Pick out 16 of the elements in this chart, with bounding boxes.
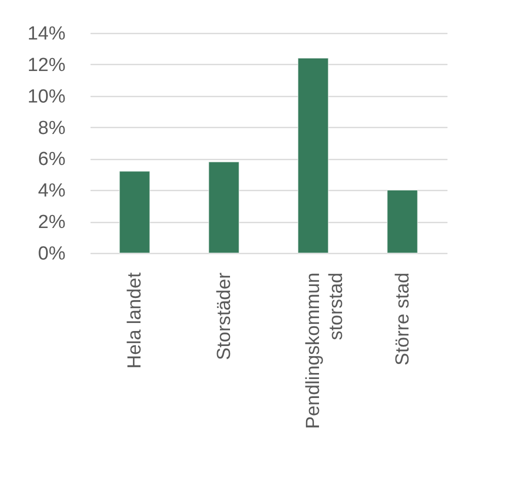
y-tick-label: 2% <box>38 212 66 234</box>
bar <box>298 58 329 254</box>
x-tick-label: Hela landet <box>124 272 146 369</box>
y-tick-label: 8% <box>38 118 66 139</box>
x-tick-label: Pendlingskommun storstad <box>303 272 348 429</box>
y-tick-label: 14% <box>27 24 66 44</box>
bar <box>386 190 418 254</box>
y-tick-label: 10% <box>27 86 66 108</box>
y-tick-label: 0% <box>38 244 66 264</box>
y-tick-label: 4% <box>38 180 66 202</box>
x-tick-label: Större stad <box>392 272 414 366</box>
x-tick-label: Storstäder <box>214 272 235 360</box>
bar <box>119 170 150 254</box>
bar <box>208 161 240 254</box>
y-tick-label: 6% <box>38 149 66 170</box>
y-tick-label: 12% <box>27 54 66 76</box>
